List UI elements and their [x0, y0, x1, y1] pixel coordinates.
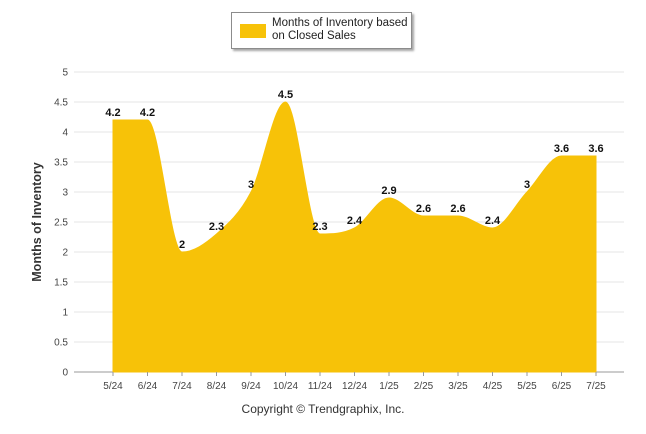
data-label: 2.4	[347, 215, 363, 227]
y-tick-label: 1.5	[54, 278, 68, 289]
y-tick-label: 3	[62, 188, 68, 199]
y-axis-title: Months of Inventory	[30, 162, 44, 282]
data-label: 3.6	[554, 143, 569, 155]
data-label: 4.2	[140, 107, 155, 119]
x-tick-label: 5/24	[103, 381, 123, 392]
x-tick-label: 10/24	[273, 381, 298, 392]
area-fill	[112, 101, 597, 373]
legend-swatch	[240, 24, 266, 38]
data-label: 4.5	[278, 89, 293, 101]
x-tick-label: 6/25	[552, 381, 572, 392]
data-label: 2.4	[485, 215, 501, 227]
data-label: 2.6	[416, 203, 431, 215]
data-label: 2.9	[381, 185, 396, 197]
x-tick-label: 7/24	[172, 381, 192, 392]
y-tick-label: 4	[62, 128, 68, 139]
y-tick-label: 2.5	[54, 218, 68, 229]
data-label: 4.2	[105, 107, 120, 119]
x-tick-label: 11/24	[308, 381, 333, 392]
data-label: 2.3	[209, 221, 224, 233]
x-tick-label: 5/25	[517, 381, 537, 392]
x-tick-label: 2/25	[414, 381, 434, 392]
data-label: 3	[248, 179, 254, 191]
x-tick-label: 8/24	[207, 381, 227, 392]
y-tick-label: 4.5	[54, 98, 68, 109]
x-tick-label: 9/24	[241, 381, 261, 392]
x-tick-label: 7/25	[586, 381, 606, 392]
data-label: 2	[179, 239, 185, 251]
data-labels: 4.2 4.2 2 2.3 3 4.5 2.3 2.4 2.9 2.6 2.6 2.4 3 3.6 3.6	[105, 89, 603, 251]
y-tick-label: 3.5	[54, 158, 68, 169]
area-series	[112, 101, 597, 373]
data-label: 3.6	[588, 143, 603, 155]
data-label: 3	[524, 179, 530, 191]
legend: Months of Inventory based on Closed Sale…	[231, 12, 412, 49]
y-tick-label: 5	[62, 68, 68, 79]
y-axis-ticks: 0 0.5 1 1.5 2 2.5 3 3.5 4 4.5 5	[54, 68, 68, 379]
y-tick-label: 0	[62, 368, 68, 379]
y-tick-label: 1	[62, 308, 68, 319]
x-tick-label: 12/24	[342, 381, 367, 392]
copyright: Copyright © Trendgraphix, Inc.	[241, 402, 405, 416]
x-tick-label: 6/24	[138, 381, 158, 392]
data-label: 2.6	[450, 203, 465, 215]
x-axis-ticks: 5/24 6/24 7/24 8/24 9/24 10/24 11/24 12/24 1/25 2…	[103, 372, 606, 392]
y-tick-label: 2	[62, 248, 68, 259]
y-tick-label: 0.5	[54, 338, 68, 349]
x-tick-label: 4/25	[483, 381, 503, 392]
x-tick-label: 3/25	[448, 381, 468, 392]
legend-label: Months of Inventory based on Closed Sale…	[272, 17, 408, 42]
x-tick-label: 1/25	[379, 381, 399, 392]
data-label: 2.3	[312, 221, 327, 233]
